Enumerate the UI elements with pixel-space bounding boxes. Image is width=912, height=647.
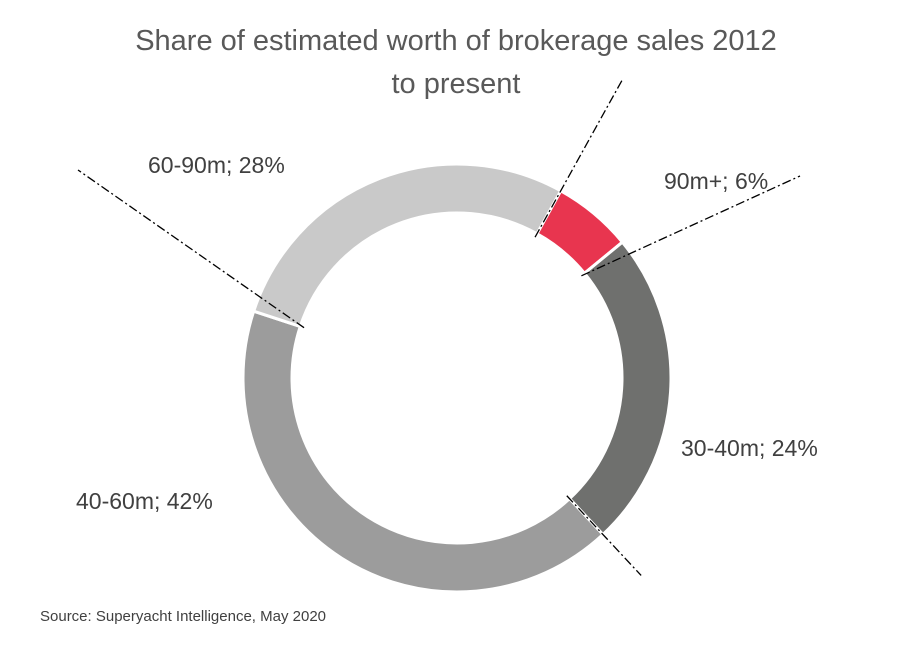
- chart-title-line-2: to present: [391, 68, 521, 100]
- slice-label-60-90m: 60-90m; 28%: [148, 152, 285, 178]
- leader-line-4: [77, 169, 305, 329]
- source-note: Source: Superyacht Intelligence, May 202…: [40, 608, 327, 625]
- slice-60-90m: [251, 162, 563, 329]
- leader-line-2: [581, 175, 801, 277]
- leader-line-1: [534, 77, 624, 238]
- chart-title-line-1: Share of estimated worth of brokerage sa…: [135, 25, 777, 57]
- slice-label-40-60m: 40-60m; 42%: [76, 488, 213, 514]
- slice-label-30-40m: 30-40m; 24%: [681, 435, 818, 461]
- slice-40-60m: [241, 309, 606, 594]
- leader-line-3: [566, 495, 642, 576]
- slice-label-90m-plus: 90m+; 6%: [664, 168, 768, 194]
- chart-title: Share of estimated worth of brokerage sa…: [56, 20, 856, 106]
- slice-30-40m: [567, 240, 673, 537]
